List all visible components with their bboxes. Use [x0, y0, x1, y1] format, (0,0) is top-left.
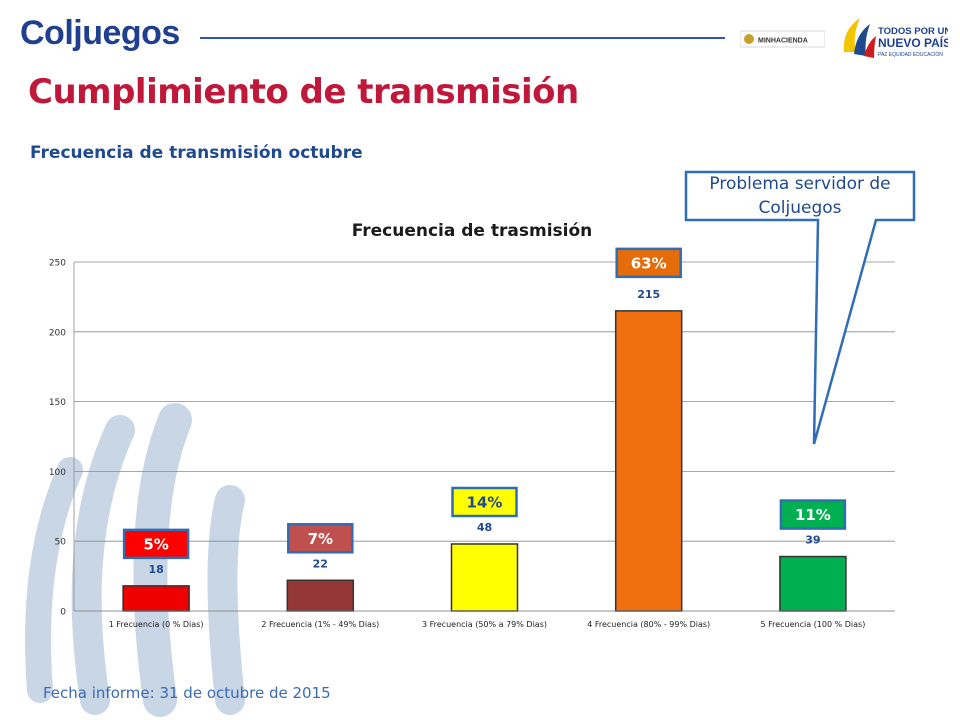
y-tick-label: 0	[60, 608, 66, 618]
callout-bubble	[684, 170, 916, 445]
x-tick-label: 3 Frecuencia (50% a 79% Dias)	[422, 620, 547, 629]
percent-box	[779, 499, 847, 530]
svg-text:PAZ EQUIDAD EDUCACIÓN: PAZ EQUIDAD EDUCACIÓN	[878, 51, 943, 58]
percent-box	[122, 528, 190, 560]
bar-value-label: 18	[148, 563, 163, 576]
x-tick-label: 4 Frecuencia (80% - 99% Dias)	[587, 620, 710, 629]
callout-text: Problema servidor de Coljuegos	[709, 174, 891, 218]
x-tick-label: 5 Frecuencia (100 % Dias)	[760, 620, 865, 629]
chart-title: Frecuencia de trasmisión	[352, 221, 593, 241]
percent-label: 5%	[143, 535, 168, 553]
minhacienda-label: MINHACIENDA	[758, 38, 808, 45]
y-tick-label: 50	[55, 538, 67, 548]
bar	[450, 543, 519, 612]
percent-label: 63%	[631, 254, 667, 272]
page-subtitle: Frecuencia de transmisión octubre	[30, 143, 363, 163]
y-tick-label: 250	[49, 259, 66, 269]
svg-text:NUEVO PAÍS: NUEVO PAÍS	[878, 35, 948, 50]
bar	[286, 579, 355, 612]
minhacienda-logo: MINHACIENDA	[740, 30, 825, 48]
bar	[614, 310, 683, 612]
percent-box	[287, 523, 354, 554]
header-divider	[200, 37, 725, 39]
y-tick-label: 100	[49, 468, 66, 478]
percent-label: 11%	[795, 506, 831, 524]
bar-value-label: 39	[805, 534, 820, 547]
page-title: Cumplimiento de transmisión	[28, 72, 579, 112]
bar-value-label: 48	[477, 521, 492, 534]
svg-text:TODOS POR UN: TODOS POR UN	[878, 26, 948, 37]
percent-box	[451, 486, 518, 518]
percent-box	[615, 247, 682, 279]
y-tick-label: 150	[49, 398, 66, 408]
bar	[122, 585, 190, 612]
bar	[779, 555, 847, 612]
gov-logo: TODOS POR UN NUEVO PAÍS PAZ EQUIDAD EDUC…	[843, 18, 948, 58]
x-tick-label: 1 Frecuencia (0 % Dias)	[109, 620, 204, 629]
bar-value-label: 215	[637, 288, 660, 301]
percent-label: 7%	[308, 530, 333, 548]
coljuegos-logo: Coljuegos	[20, 14, 180, 52]
x-tick-label: 2 Frecuencia (1% - 49% Dias)	[261, 620, 379, 629]
percent-label: 14%	[467, 493, 503, 511]
report-date: Fecha informe: 31 de octubre de 2015	[43, 684, 331, 702]
bar-value-label: 22	[313, 557, 328, 570]
y-tick-label: 200	[49, 328, 66, 338]
